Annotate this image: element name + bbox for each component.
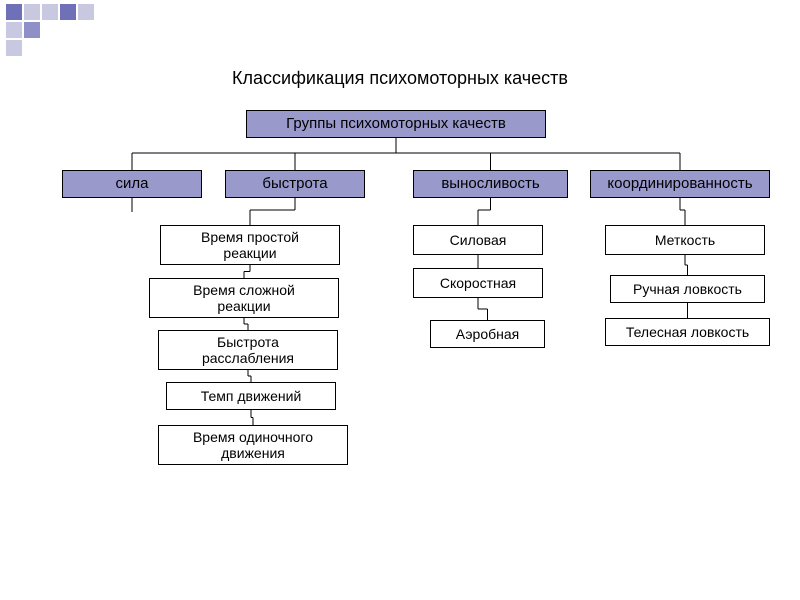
root-label: Группы психомоторных качеств bbox=[286, 115, 506, 132]
endurance-child-0: Силовая bbox=[413, 225, 543, 255]
coordination-child-2: Телесная ловкость bbox=[605, 318, 770, 346]
page-title: Классификация психомоторных качеств bbox=[0, 68, 800, 89]
endurance-child-2: Аэробная bbox=[430, 320, 545, 348]
category-speed-label: быстрота bbox=[262, 175, 327, 192]
speed-child-4: Время одиночного движения bbox=[158, 425, 348, 465]
category-coordination: координированность bbox=[590, 170, 770, 198]
category-strength: сила bbox=[62, 170, 202, 198]
category-endurance-label: выносливость bbox=[441, 175, 539, 192]
category-endurance: выносливость bbox=[413, 170, 568, 198]
endurance-child-1: Скоростная bbox=[413, 268, 543, 298]
coordination-child-1: Ручная ловкость bbox=[610, 275, 765, 303]
speed-child-2: Быстрота расслабления bbox=[158, 330, 338, 370]
root-node: Группы психомоторных качеств bbox=[246, 110, 546, 138]
category-speed: быстрота bbox=[225, 170, 365, 198]
speed-child-3: Темп движений bbox=[166, 382, 336, 410]
coordination-child-0: Меткость bbox=[605, 225, 765, 255]
category-strength-label: сила bbox=[116, 175, 149, 192]
speed-child-1: Время сложной реакции bbox=[149, 278, 339, 318]
speed-child-0: Время простой реакции bbox=[160, 225, 340, 265]
category-coordination-label: координированность bbox=[607, 175, 752, 192]
